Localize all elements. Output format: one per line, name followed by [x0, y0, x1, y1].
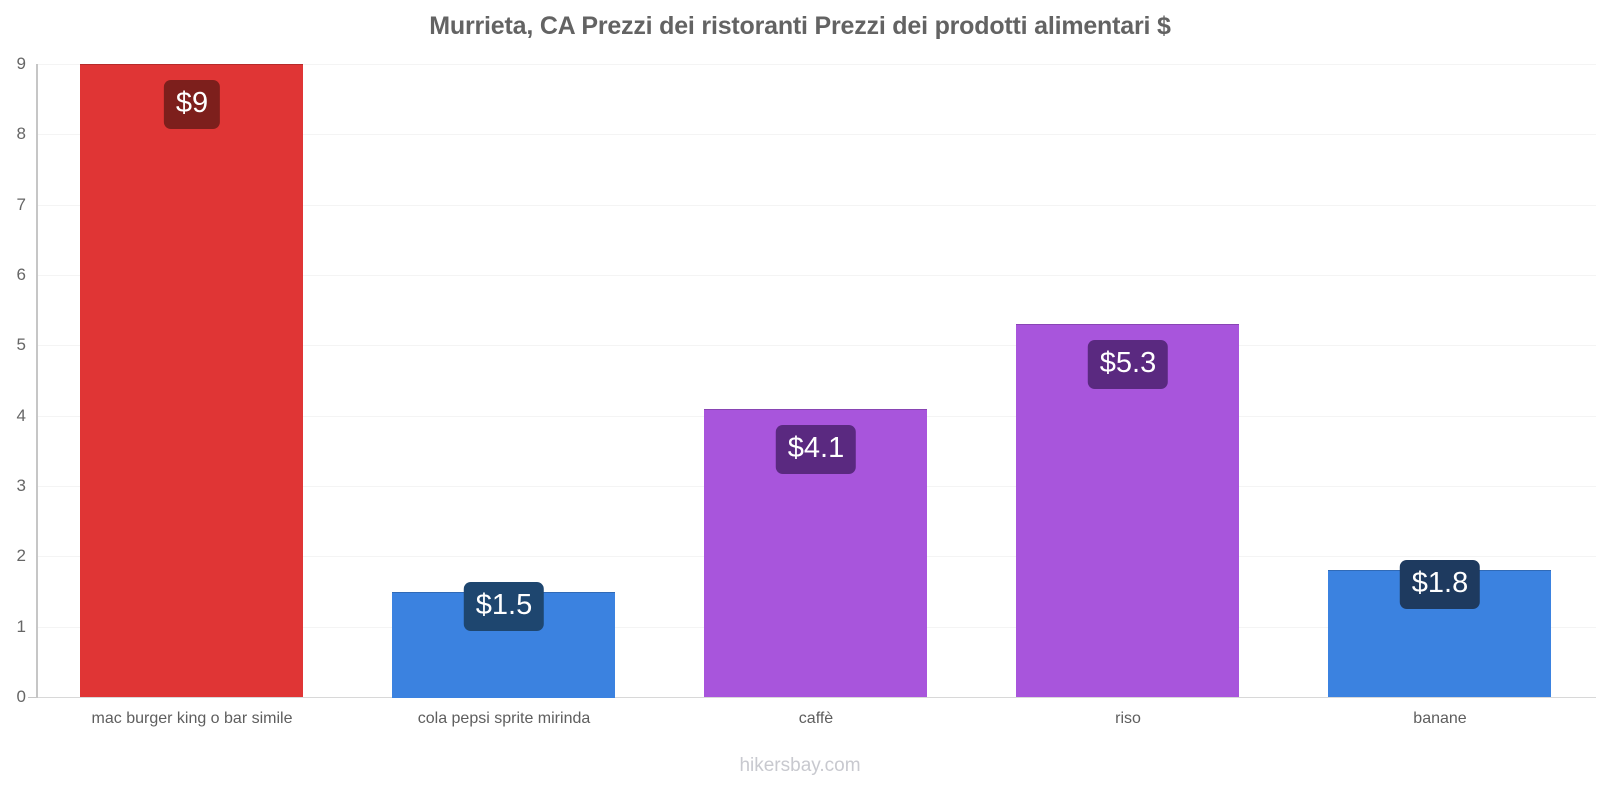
y-axis-tick-label: 1 — [16, 617, 26, 636]
y-axis-tick-mark — [28, 697, 36, 698]
gridline — [36, 205, 1596, 206]
x-axis-tick-label: cola pepsi sprite mirinda — [417, 710, 591, 727]
x-axis-tick-label: riso — [1115, 710, 1141, 727]
gridline — [36, 64, 1596, 65]
x-axis-tick-label: mac burger king o bar simile — [91, 710, 293, 727]
bar-value-label: $4.1 — [775, 425, 857, 474]
bar-value-label: $9 — [163, 80, 221, 129]
gridline — [36, 345, 1596, 346]
y-axis-tick-label: 0 — [16, 687, 26, 706]
gridline — [36, 697, 1596, 698]
y-axis-tick-label: 4 — [16, 406, 26, 425]
y-axis-line — [36, 64, 38, 698]
y-axis-tick-label: 6 — [16, 265, 26, 284]
y-axis-tick-label: 5 — [16, 335, 26, 354]
x-axis-tick-label: banane — [1413, 710, 1467, 727]
chart-title: Murrieta, CA Prezzi dei ristoranti Prezz… — [429, 12, 1171, 40]
gridline — [36, 275, 1596, 276]
bar-value-label: $1.5 — [463, 582, 545, 631]
y-axis-tick-label: 7 — [16, 195, 26, 214]
y-axis-tick-label: 8 — [16, 124, 26, 143]
bar-value-label: $1.8 — [1399, 560, 1481, 609]
y-axis-tick-label: 2 — [16, 546, 26, 565]
y-axis-tick-label: 3 — [16, 476, 26, 495]
x-axis-tick-label: caffè — [798, 710, 834, 727]
bar-value-label: $5.3 — [1087, 340, 1169, 389]
y-axis-tick-label: 9 — [16, 54, 26, 73]
footer-attribution: hikersbay.com — [739, 755, 861, 776]
bar[interactable] — [80, 64, 303, 697]
gridline — [36, 134, 1596, 135]
